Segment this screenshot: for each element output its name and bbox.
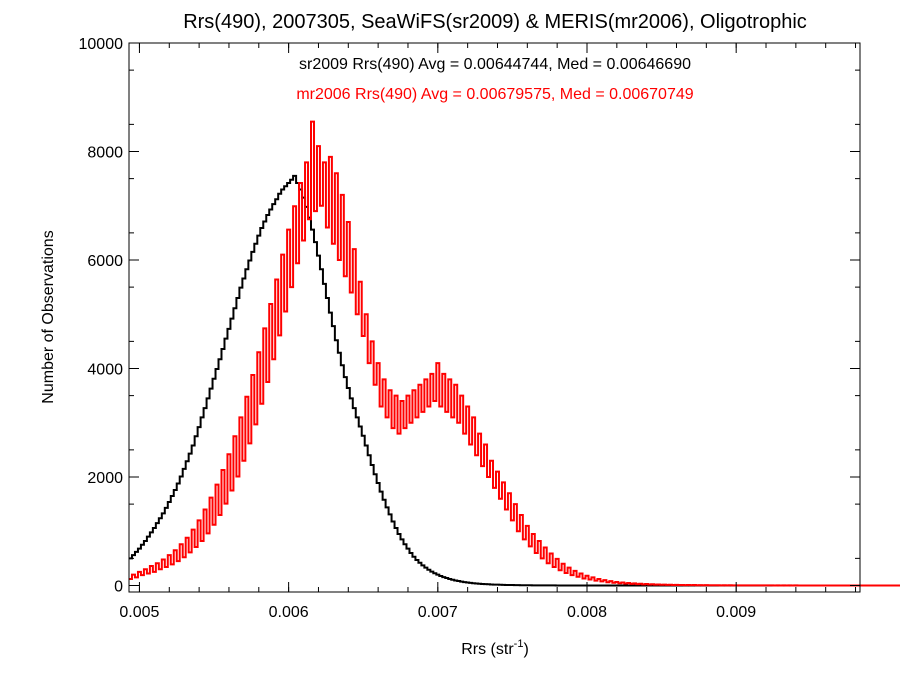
x-axis-label-superscript: -1 bbox=[514, 638, 524, 650]
series-line-mr2006 bbox=[129, 120, 900, 587]
series-line-sr2009 bbox=[129, 174, 900, 587]
x-tick-label: 0.005 bbox=[119, 604, 159, 621]
x-axis-label-text: Rrs (str bbox=[461, 641, 514, 658]
y-tick-label: 6000 bbox=[87, 253, 123, 270]
y-axis-label: Number of Observations bbox=[40, 230, 57, 403]
y-tick-labels: 0 2000 4000 6000 8000 10000 bbox=[79, 36, 124, 595]
chart-title: Rrs(490), 2007305, SeaWiFS(sr2009) & MER… bbox=[183, 11, 807, 33]
y-tick-label: 0 bbox=[114, 578, 123, 595]
y-tick-label: 8000 bbox=[87, 144, 123, 161]
legend-annotation-mr2006: mr2006 Rrs(490) Avg = 0.00679575, Med = … bbox=[296, 86, 693, 103]
x-tick-labels: 0.005 0.006 0.007 0.008 0.009 bbox=[119, 604, 756, 621]
y-tick-label: 2000 bbox=[87, 470, 123, 487]
x-tick-label: 0.007 bbox=[418, 604, 458, 621]
y-tick-label: 4000 bbox=[87, 361, 123, 378]
x-tick-label: 0.008 bbox=[567, 604, 607, 621]
plot-area bbox=[129, 120, 900, 587]
y-tick-label: 10000 bbox=[79, 36, 124, 53]
x-tick-label: 0.006 bbox=[269, 604, 309, 621]
x-axis-label-suffix: ) bbox=[523, 641, 528, 658]
x-tick-label: 0.009 bbox=[716, 604, 756, 621]
legend-annotation-sr2009: sr2009 Rrs(490) Avg = 0.00644744, Med = … bbox=[299, 56, 691, 73]
plot-frame bbox=[128, 42, 861, 593]
axis-ticks bbox=[129, 42, 860, 592]
x-axis-label: Rrs (str-1) bbox=[461, 638, 529, 658]
